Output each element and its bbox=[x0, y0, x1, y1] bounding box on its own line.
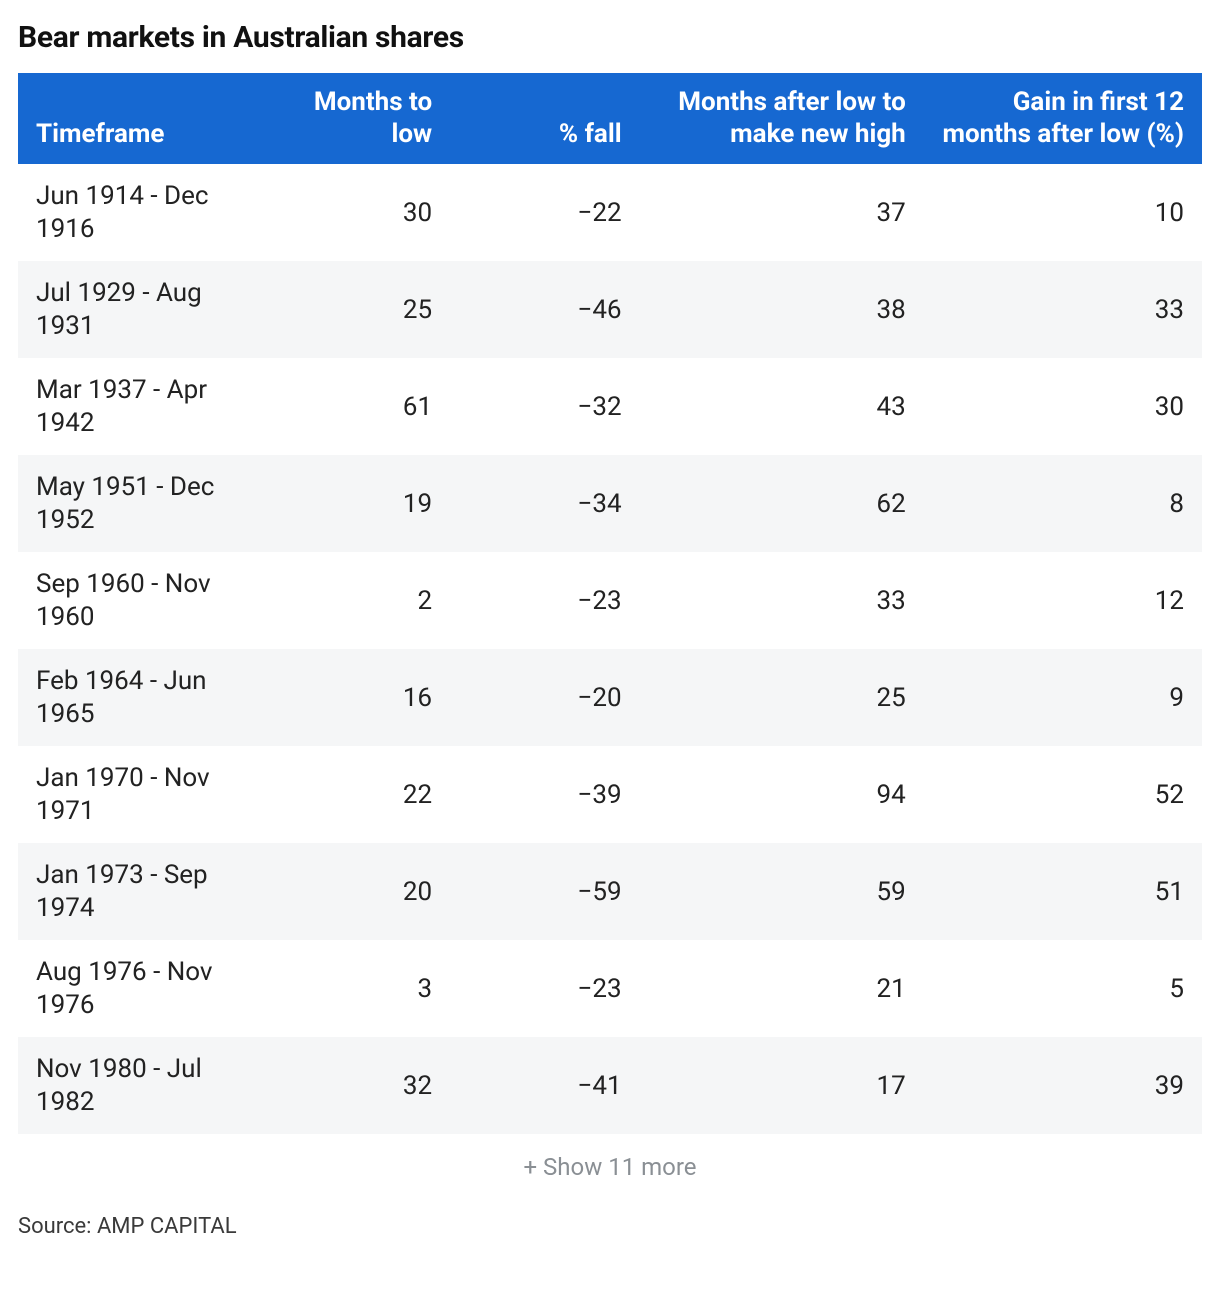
cell-timeframe: Jun 1914 - Dec 1916 bbox=[18, 164, 261, 261]
cell-months-to-low: 19 bbox=[261, 455, 450, 552]
col-gain-12m: Gain in first 12 months after low (%) bbox=[924, 73, 1202, 164]
cell-months-to-low: 3 bbox=[261, 940, 450, 1037]
cell-timeframe: Nov 1980 - Jul 1982 bbox=[18, 1037, 261, 1134]
cell-months-to-low: 2 bbox=[261, 552, 450, 649]
col-pct-fall: % fall bbox=[450, 73, 639, 164]
table-row: Jul 1929 - Aug 193125−463833 bbox=[18, 261, 1202, 358]
table-header-row: Timeframe Months to low % fall Months af… bbox=[18, 73, 1202, 164]
cell-pct-fall: −59 bbox=[450, 843, 639, 940]
cell-gain-12m: 39 bbox=[924, 1037, 1202, 1134]
table-row: Mar 1937 - Apr 194261−324330 bbox=[18, 358, 1202, 455]
cell-pct-fall: −39 bbox=[450, 746, 639, 843]
cell-timeframe: Mar 1937 - Apr 1942 bbox=[18, 358, 261, 455]
cell-months-after: 21 bbox=[640, 940, 924, 1037]
cell-timeframe: Jan 1970 - Nov 1971 bbox=[18, 746, 261, 843]
cell-timeframe: Jul 1929 - Aug 1931 bbox=[18, 261, 261, 358]
cell-months-to-low: 20 bbox=[261, 843, 450, 940]
cell-months-after: 94 bbox=[640, 746, 924, 843]
cell-gain-12m: 9 bbox=[924, 649, 1202, 746]
cell-gain-12m: 12 bbox=[924, 552, 1202, 649]
cell-months-after: 38 bbox=[640, 261, 924, 358]
cell-gain-12m: 33 bbox=[924, 261, 1202, 358]
cell-months-to-low: 22 bbox=[261, 746, 450, 843]
cell-months-to-low: 32 bbox=[261, 1037, 450, 1134]
cell-gain-12m: 52 bbox=[924, 746, 1202, 843]
cell-gain-12m: 30 bbox=[924, 358, 1202, 455]
cell-months-after: 25 bbox=[640, 649, 924, 746]
cell-months-after: 37 bbox=[640, 164, 924, 261]
cell-gain-12m: 8 bbox=[924, 455, 1202, 552]
col-timeframe: Timeframe bbox=[18, 73, 261, 164]
cell-months-after: 17 bbox=[640, 1037, 924, 1134]
cell-gain-12m: 5 bbox=[924, 940, 1202, 1037]
cell-pct-fall: −23 bbox=[450, 940, 639, 1037]
table-row: Aug 1976 - Nov 19763−23215 bbox=[18, 940, 1202, 1037]
cell-months-to-low: 25 bbox=[261, 261, 450, 358]
cell-pct-fall: −41 bbox=[450, 1037, 639, 1134]
cell-timeframe: Sep 1960 - Nov 1960 bbox=[18, 552, 261, 649]
cell-pct-fall: −32 bbox=[450, 358, 639, 455]
show-more-button[interactable]: + Show 11 more bbox=[18, 1134, 1202, 1204]
cell-months-after: 43 bbox=[640, 358, 924, 455]
bear-markets-table: Timeframe Months to low % fall Months af… bbox=[18, 73, 1202, 1204]
cell-months-after: 33 bbox=[640, 552, 924, 649]
col-months-after: Months after low to make new high bbox=[640, 73, 924, 164]
source-text: Source: AMP CAPITAL bbox=[18, 1214, 1202, 1239]
cell-pct-fall: −23 bbox=[450, 552, 639, 649]
cell-pct-fall: −20 bbox=[450, 649, 639, 746]
page-title: Bear markets in Australian shares bbox=[18, 20, 1202, 55]
cell-pct-fall: −46 bbox=[450, 261, 639, 358]
cell-timeframe: Jan 1973 - Sep 1974 bbox=[18, 843, 261, 940]
cell-gain-12m: 10 bbox=[924, 164, 1202, 261]
cell-months-to-low: 61 bbox=[261, 358, 450, 455]
cell-gain-12m: 51 bbox=[924, 843, 1202, 940]
cell-pct-fall: −34 bbox=[450, 455, 639, 552]
table-row: Feb 1964 - Jun 196516−20259 bbox=[18, 649, 1202, 746]
table-row: Jan 1973 - Sep 197420−595951 bbox=[18, 843, 1202, 940]
table-row: Nov 1980 - Jul 198232−411739 bbox=[18, 1037, 1202, 1134]
cell-pct-fall: −22 bbox=[450, 164, 639, 261]
cell-timeframe: Feb 1964 - Jun 1965 bbox=[18, 649, 261, 746]
cell-months-after: 59 bbox=[640, 843, 924, 940]
cell-timeframe: Aug 1976 - Nov 1976 bbox=[18, 940, 261, 1037]
cell-months-to-low: 30 bbox=[261, 164, 450, 261]
col-months-to-low: Months to low bbox=[261, 73, 450, 164]
table-row: May 1951 - Dec 195219−34628 bbox=[18, 455, 1202, 552]
show-more-row[interactable]: + Show 11 more bbox=[18, 1134, 1202, 1204]
table-row: Sep 1960 - Nov 19602−233312 bbox=[18, 552, 1202, 649]
table-row: Jan 1970 - Nov 197122−399452 bbox=[18, 746, 1202, 843]
cell-timeframe: May 1951 - Dec 1952 bbox=[18, 455, 261, 552]
cell-months-after: 62 bbox=[640, 455, 924, 552]
table-row: Jun 1914 - Dec 191630−223710 bbox=[18, 164, 1202, 261]
cell-months-to-low: 16 bbox=[261, 649, 450, 746]
